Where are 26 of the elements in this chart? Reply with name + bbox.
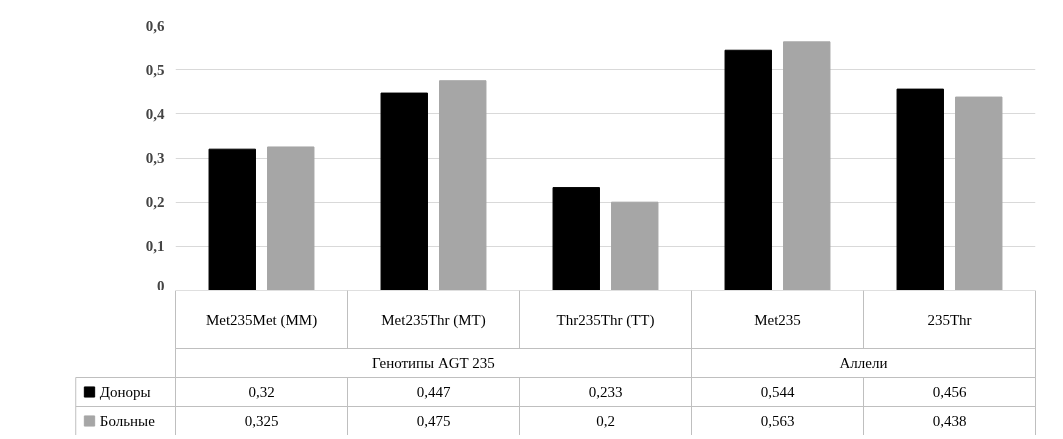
y-tick-label: 0,2 — [145, 194, 165, 211]
data-label: 0,563 — [760, 413, 795, 429]
legend-label: Доноры — [99, 384, 151, 400]
data-label: 0,456 — [932, 384, 967, 400]
y-tick-label: 0,5 — [145, 61, 165, 78]
legend-label: Больные — [99, 413, 156, 429]
y-tick-label: 0,4 — [145, 105, 165, 122]
y-tick-label: 0,3 — [145, 150, 165, 166]
x-tick-label: 235Thr — [927, 311, 972, 328]
data-label: 0,438 — [932, 413, 967, 429]
y-tick-label: 0,6 — [145, 17, 165, 34]
data-label: 0,544 — [760, 384, 795, 400]
data-label: 0,233 — [588, 384, 623, 400]
data-label: 0,32 — [248, 384, 275, 400]
data-label: 0,447 — [416, 384, 451, 400]
data-label: 0,475 — [416, 413, 451, 429]
data-label: 0,325 — [244, 413, 279, 429]
y-tick-label: 0 — [157, 277, 165, 294]
x-tick-label: Met235 — [754, 311, 801, 328]
x-tick-label: Thr235Thr (TT) — [556, 311, 655, 329]
text: Генотипы AGT 235 — [371, 355, 495, 371]
y-tick-label: 0,1 — [145, 238, 165, 255]
data-label: 0,2 — [596, 413, 615, 429]
x-tick-label: Met235Thr (MT) — [381, 311, 486, 329]
x-tick-label: Met235Met (MM) — [205, 311, 318, 329]
text: Аллели — [839, 355, 888, 371]
